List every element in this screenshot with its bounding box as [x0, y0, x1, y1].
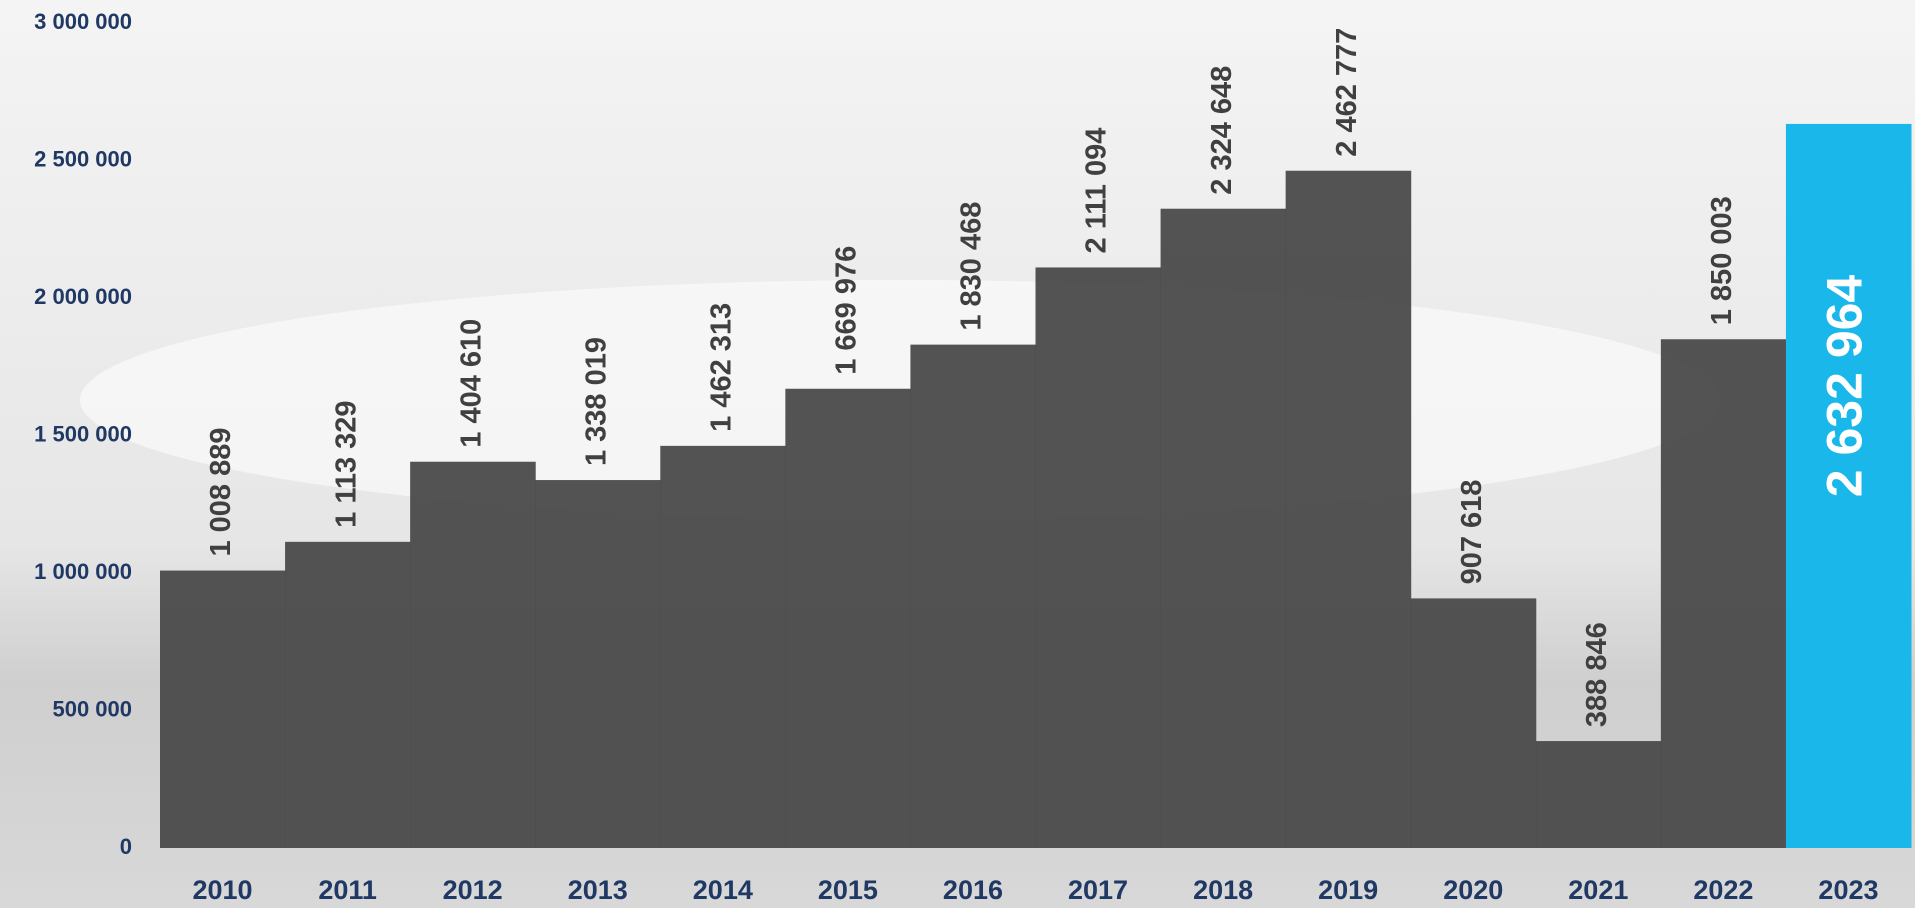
- bar: [1661, 339, 1787, 848]
- bar: [910, 345, 1036, 848]
- x-tick-label: 2011: [318, 875, 377, 905]
- y-tick-label: 2 500 000: [34, 146, 132, 171]
- bar: [660, 446, 786, 848]
- value-label: 388 846: [1581, 622, 1613, 727]
- x-tick-label: 2019: [1318, 875, 1378, 905]
- value-label: 2 111 094: [1081, 128, 1113, 254]
- value-label: 1 404 610: [455, 319, 487, 448]
- x-tick-label: 2010: [192, 875, 252, 905]
- page: 0 500 000 1 000 000 1 500 000 2 000 000 2 500…: [0, 0, 1915, 908]
- y-tick-label: 1 000 000: [34, 559, 132, 584]
- value-label: 1 008 889: [205, 428, 237, 557]
- bar: [1036, 267, 1162, 848]
- value-label: 907 618: [1456, 480, 1488, 585]
- bar: [1536, 741, 1662, 848]
- value-label: 1 113 329: [330, 400, 362, 527]
- bar: [1286, 171, 1412, 848]
- x-tick-label: 2021: [1568, 875, 1628, 905]
- value-label: 1 462 313: [705, 303, 737, 432]
- x-tick-label: 2012: [443, 875, 503, 905]
- x-tick-label: 2022: [1693, 875, 1753, 905]
- x-tick-label: 2018: [1193, 875, 1253, 905]
- value-label: 1 830 468: [956, 202, 988, 331]
- y-tick-label: 3 000 000: [34, 9, 132, 34]
- value-label: 2 462 777: [1331, 28, 1363, 157]
- x-tick-label: 2017: [1068, 875, 1128, 905]
- chart: 0 500 000 1 000 000 1 500 000 2 000 000 2 500…: [0, 0, 1915, 908]
- value-label: 2 324 648: [1206, 66, 1238, 195]
- y-tick-label: 500 000: [52, 696, 132, 721]
- bar: [410, 462, 536, 848]
- value-label: 1 850 003: [1706, 196, 1738, 325]
- bar: [285, 542, 411, 848]
- x-tick-label: 2015: [818, 875, 878, 905]
- y-tick-label: 1 500 000: [34, 421, 132, 446]
- bar: [535, 480, 661, 848]
- bar: [785, 389, 911, 848]
- value-label: 2 632 964: [1817, 275, 1873, 498]
- x-tick-label: 2020: [1443, 875, 1503, 905]
- x-tick-label: 2023: [1818, 875, 1878, 905]
- x-tick-label: 2014: [693, 875, 753, 905]
- y-tick-label: 2 000 000: [34, 284, 132, 309]
- bar: [1161, 209, 1287, 848]
- x-tick-label: 2013: [568, 875, 628, 905]
- bar: [160, 571, 286, 848]
- x-tick-label: 2016: [943, 875, 1003, 905]
- value-label: 1 338 019: [580, 337, 612, 466]
- bar: [1411, 598, 1537, 848]
- y-tick-label: 0: [120, 834, 132, 859]
- value-label: 1 669 976: [831, 246, 863, 375]
